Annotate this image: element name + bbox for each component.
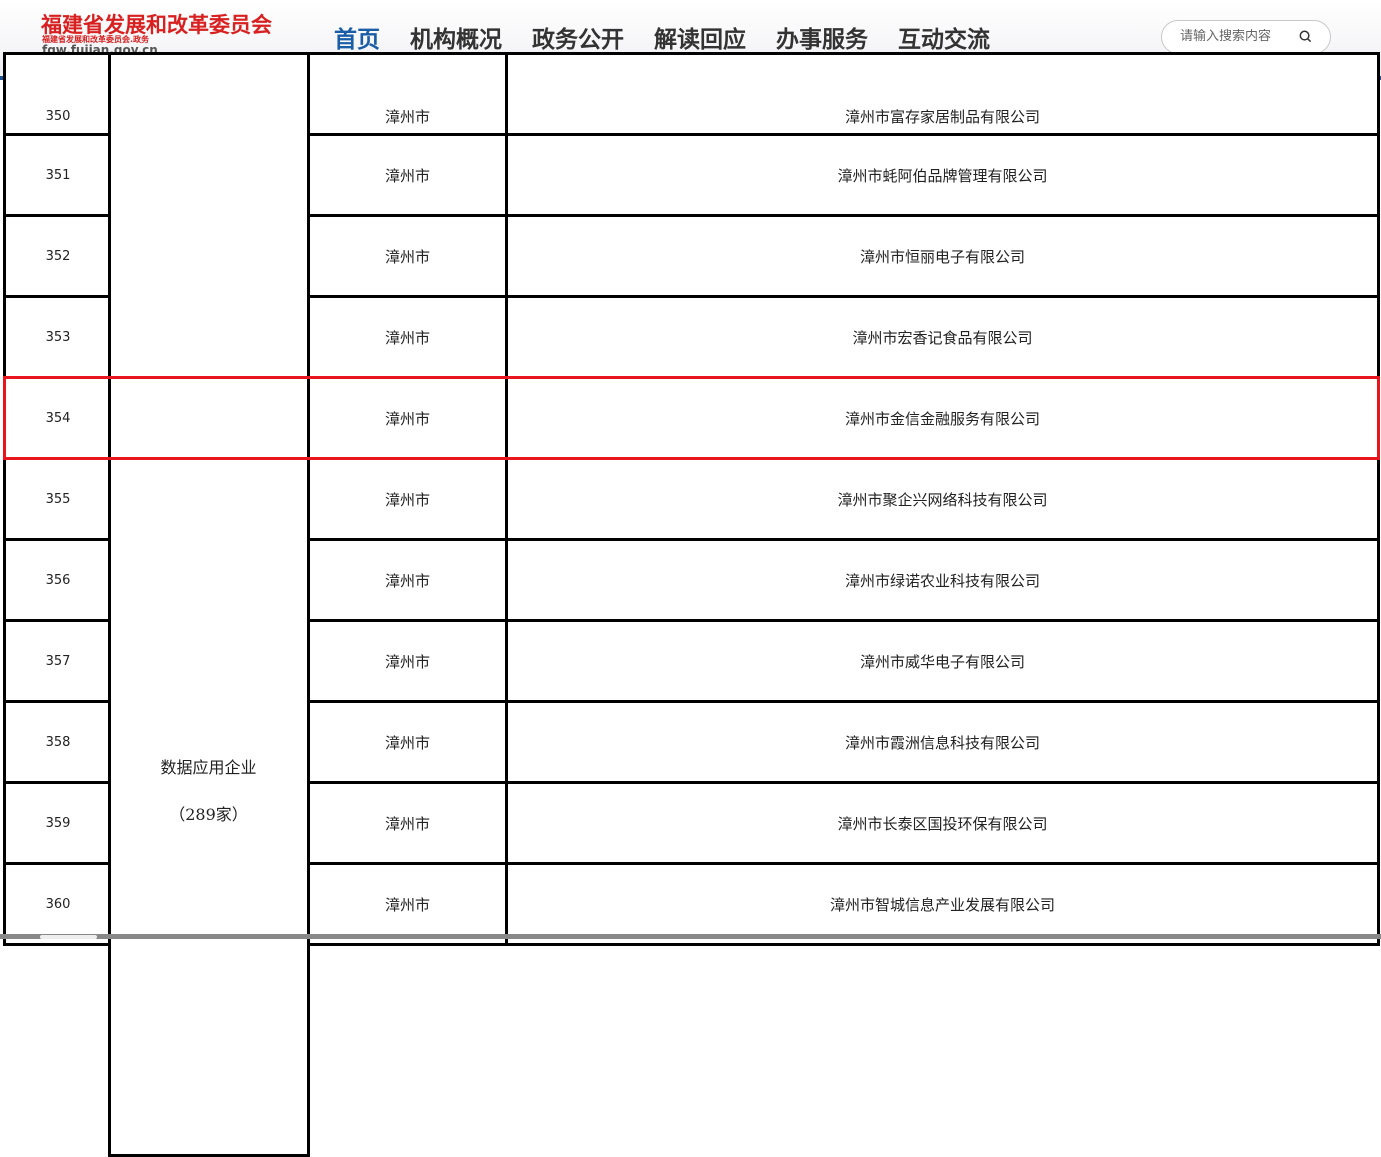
company-cell-text: 漳州市长泰区国投环保有限公司 <box>837 814 1048 833</box>
city-cell-text: 漳州市 <box>384 571 430 590</box>
search-box <box>1161 20 1331 54</box>
city-cell: 漳州市 <box>305 133 510 217</box>
company-cell-text: 漳州市智城信息产业发展有限公司 <box>829 895 1055 914</box>
city-cell-text: 漳州市 <box>384 247 430 266</box>
city-cell-text: 漳州市 <box>384 814 430 833</box>
category-cell-group-2 <box>108 376 310 460</box>
row-number-cell: 355 <box>3 457 113 541</box>
company-cell-text: 漳州市恒丽电子有限公司 <box>859 247 1025 266</box>
city-cell-text: 漳州市 <box>384 652 430 671</box>
row-number-cell-text: 354 <box>45 410 71 426</box>
city-cell: 漳州市 <box>305 214 510 298</box>
city-cell: 漳州市 <box>305 781 510 865</box>
company-cell: 漳州市宏香记食品有限公司 <box>505 295 1380 379</box>
city-cell-text: 漳州市 <box>384 733 430 752</box>
row-number-cell-text: 358 <box>45 734 71 750</box>
horizontal-scrollbar[interactable] <box>0 934 1381 939</box>
city-cell-text: 漳州市 <box>384 895 430 914</box>
row-number-cell-text: 356 <box>45 572 71 588</box>
company-cell: 漳州市富存家居制品有限公司 <box>505 52 1380 136</box>
logo-title[interactable]: 福建省发展和改革委员会 <box>41 12 272 37</box>
company-cell: 漳州市霞洲信息科技有限公司 <box>505 700 1380 784</box>
company-cell-text: 漳州市绿诺农业科技有限公司 <box>844 571 1040 590</box>
company-cell: 漳州市威华电子有限公司 <box>505 619 1380 703</box>
logo-subtitle: 福建省发展和改革委员会.政务 <box>42 35 150 44</box>
company-cell-text: 漳州市聚企兴网络科技有限公司 <box>837 490 1048 509</box>
row-number-cell: 350 <box>3 52 113 136</box>
row-number-cell-text: 357 <box>45 653 71 669</box>
city-cell: 漳州市 <box>305 700 510 784</box>
row-number-cell: 351 <box>3 133 113 217</box>
company-cell: 漳州市智城信息产业发展有限公司 <box>505 862 1380 946</box>
row-number-cell: 352 <box>3 214 113 298</box>
city-cell: 漳州市 <box>305 376 510 460</box>
scrollbar-thumb[interactable] <box>40 935 97 939</box>
company-cell: 漳州市长泰区国投环保有限公司 <box>505 781 1380 865</box>
city-cell-text: 漳州市 <box>384 328 430 347</box>
row-number-cell-text: 355 <box>45 491 71 507</box>
company-cell: 漳州市聚企兴网络科技有限公司 <box>505 457 1380 541</box>
main-nav: 首页 机构概况 政务公开 解读回应 办事服务 互动交流 <box>334 20 990 54</box>
category-cell-group-1 <box>108 52 310 379</box>
city-cell: 漳州市 <box>305 295 510 379</box>
nav-interpretation[interactable]: 解读回应 <box>654 27 746 53</box>
row-number-cell: 357 <box>3 619 113 703</box>
nav-home[interactable]: 首页 <box>334 27 380 53</box>
search-icon[interactable] <box>1299 30 1312 43</box>
nav-about[interactable]: 机构概况 <box>410 27 502 53</box>
row-number-cell: 360 <box>3 862 113 946</box>
row-number-cell-text: 351 <box>45 167 71 183</box>
row-number-cell-text: 359 <box>45 815 71 831</box>
row-number-cell: 353 <box>3 295 113 379</box>
category-label: 数据应用企业 <box>160 758 257 777</box>
company-cell-text: 漳州市富存家居制品有限公司 <box>844 107 1040 126</box>
company-cell-text: 漳州市宏香记食品有限公司 <box>852 328 1033 347</box>
nav-gov-affairs[interactable]: 政务公开 <box>532 27 624 53</box>
city-cell-text: 漳州市 <box>384 107 430 126</box>
company-cell-text: 漳州市威华电子有限公司 <box>859 652 1025 671</box>
row-number-cell-text: 352 <box>45 248 71 264</box>
row-number-cell-text: 360 <box>45 896 71 912</box>
row-number-cell: 356 <box>3 538 113 622</box>
category-count: （289家） <box>169 805 248 824</box>
company-cell: 漳州市恒丽电子有限公司 <box>505 214 1380 298</box>
row-number-cell-text: 353 <box>45 329 71 345</box>
nav-services[interactable]: 办事服务 <box>776 27 868 53</box>
city-cell: 漳州市 <box>305 619 510 703</box>
company-cell: 漳州市蚝阿伯品牌管理有限公司 <box>505 133 1380 217</box>
nav-interaction[interactable]: 互动交流 <box>898 27 990 53</box>
city-cell-text: 漳州市 <box>384 490 430 509</box>
city-cell-text: 漳州市 <box>384 409 430 428</box>
company-cell-text: 漳州市蚝阿伯品牌管理有限公司 <box>837 166 1048 185</box>
city-cell: 漳州市 <box>305 457 510 541</box>
row-number-cell: 358 <box>3 700 113 784</box>
row-number-cell: 354 <box>3 376 113 460</box>
company-cell-text: 漳州市霞洲信息科技有限公司 <box>844 733 1040 752</box>
row-number-cell-text: 350 <box>45 108 71 124</box>
company-cell-text: 漳州市金信金融服务有限公司 <box>844 409 1040 428</box>
search-input[interactable] <box>1180 29 1290 44</box>
row-number-cell: 359 <box>3 781 113 865</box>
city-cell-text: 漳州市 <box>384 166 430 185</box>
company-cell: 漳州市金信金融服务有限公司 <box>505 376 1380 460</box>
city-cell: 漳州市 <box>305 52 510 136</box>
city-cell: 漳州市 <box>305 538 510 622</box>
company-cell: 漳州市绿诺农业科技有限公司 <box>505 538 1380 622</box>
